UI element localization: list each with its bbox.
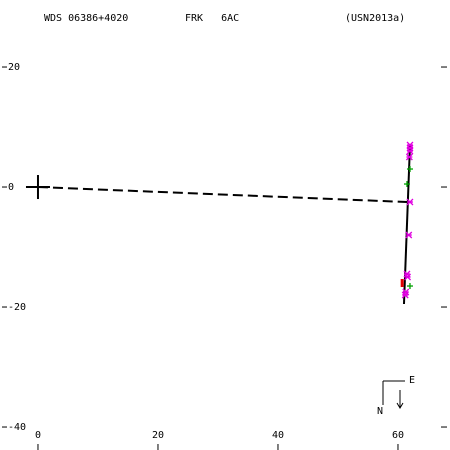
- point: [405, 153, 413, 161]
- y-tick-label: -40: [8, 422, 26, 433]
- reference: (USN2013a): [345, 13, 405, 24]
- point: [406, 141, 414, 149]
- x-tick-label: 40: [272, 430, 284, 441]
- compass-arrow: [396, 402, 404, 409]
- point: [401, 291, 409, 299]
- orbit-line: [37, 186, 408, 204]
- y-tick-label: 20: [8, 62, 20, 73]
- point: [404, 273, 412, 281]
- point: [406, 147, 414, 155]
- chart-subtitle: FRK 6AC: [185, 13, 239, 24]
- point: [400, 279, 404, 288]
- point: [406, 283, 413, 290]
- compass-label: E: [409, 375, 415, 386]
- y-tick-label: -20: [8, 302, 26, 313]
- point: [403, 181, 410, 188]
- compass: E N: [377, 375, 415, 417]
- y-tick-label: 0: [8, 182, 14, 193]
- point: [25, 175, 50, 200]
- x-tick-label: 60: [392, 430, 404, 441]
- compass-label: N: [377, 406, 383, 417]
- point: [406, 144, 414, 152]
- point-bar: [400, 279, 404, 288]
- point: [405, 231, 413, 239]
- x-tick-label: 0: [35, 430, 41, 441]
- chart-title: WDS 06386+4020: [44, 13, 128, 24]
- point: [406, 166, 413, 173]
- x-tick-label: 20: [152, 430, 164, 441]
- point: [406, 198, 414, 206]
